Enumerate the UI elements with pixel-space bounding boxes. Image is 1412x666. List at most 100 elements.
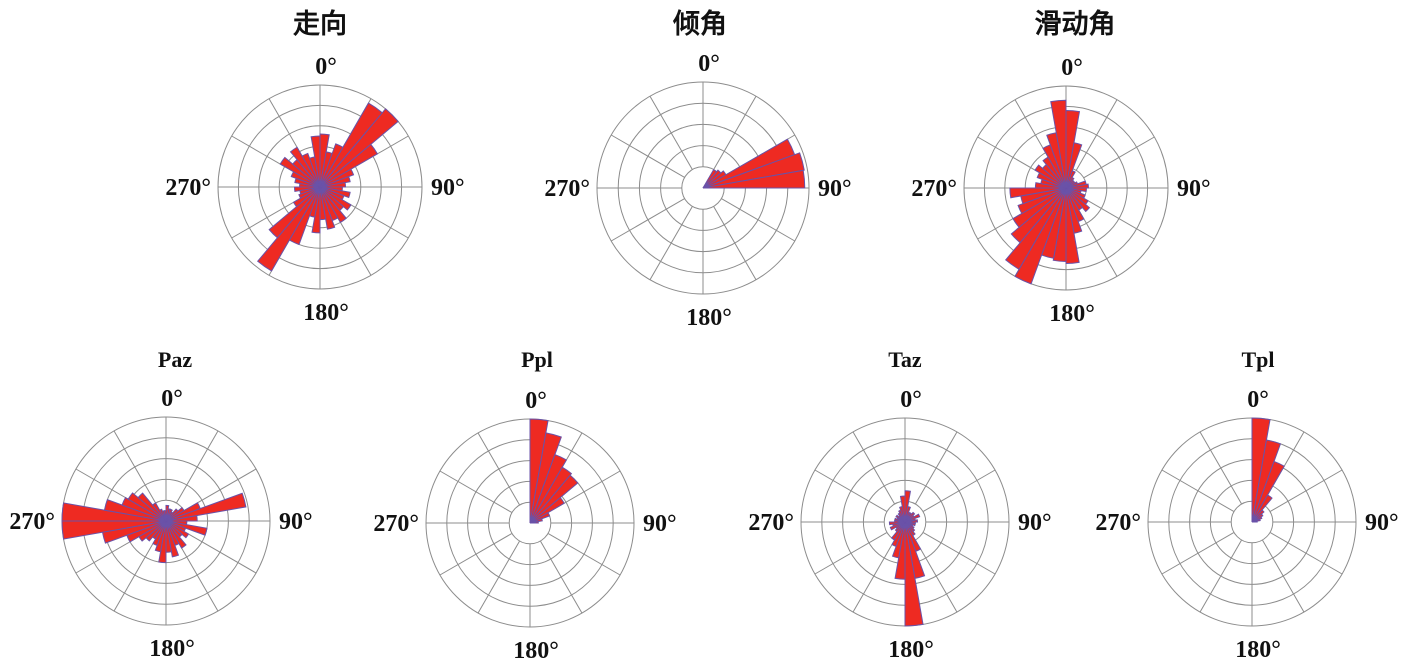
grid-spoke-210 [649, 206, 693, 281]
grid-spoke-240 [439, 532, 513, 576]
grid-spoke-240 [231, 196, 303, 239]
grid-spoke-240 [610, 198, 685, 242]
angle-label-north: 0° [1247, 387, 1269, 413]
grid-spoke-120 [1269, 531, 1343, 575]
chart-title: Tpl [1241, 347, 1274, 372]
grid-spoke-120 [1083, 197, 1155, 240]
angle-label-east: 90° [643, 511, 677, 537]
angle-label-north: 0° [525, 388, 547, 414]
petal-bin-300 [1034, 164, 1067, 189]
angle-label-south: 180° [303, 300, 349, 326]
grid-spoke-150 [713, 206, 757, 281]
grid-spoke-120 [721, 198, 796, 242]
petal-bin-170 [904, 521, 924, 627]
grid-spoke-330 [1199, 431, 1243, 505]
angle-label-south: 180° [1049, 301, 1095, 327]
petal-bin-80 [702, 169, 806, 189]
petal-bin-240 [1017, 187, 1067, 215]
angle-label-east: 90° [1365, 510, 1399, 536]
angle-label-north: 0° [900, 387, 922, 413]
petal-bin-30 [1251, 494, 1273, 523]
petals [702, 138, 806, 189]
petal-bin-170 [1065, 187, 1080, 264]
petal-bin-230 [1012, 187, 1067, 229]
petal-bin-80 [319, 181, 347, 188]
grid-spoke-150 [1261, 539, 1305, 613]
grid-spoke-330 [852, 431, 896, 505]
petals [529, 418, 579, 524]
angle-label-west: 270° [165, 175, 211, 201]
rose-chart-tpl: Tpl 0° 90° 180° 270° [1095, 347, 1398, 663]
chart-title: 滑动角 [1035, 8, 1116, 39]
grid-spoke-240 [1161, 531, 1235, 575]
petals [1251, 417, 1285, 523]
petal-bin-20 [529, 453, 568, 524]
petal-bin-80 [165, 515, 198, 522]
grid-spoke-210 [1199, 539, 1243, 613]
grid-spoke-60 [1269, 469, 1343, 513]
petal-bin-260 [888, 521, 906, 526]
angle-label-south: 180° [1235, 637, 1281, 663]
petal-bin-260 [293, 186, 321, 193]
petal-bin-330 [301, 152, 321, 188]
grid-spoke-30 [914, 431, 958, 505]
angle-label-north: 0° [698, 51, 720, 77]
grid-spoke-300 [610, 134, 685, 178]
angle-label-south: 180° [888, 637, 934, 663]
petal-bin-80 [904, 519, 918, 523]
petal-bin-40 [319, 108, 399, 188]
angle-label-east: 90° [431, 175, 465, 201]
petals [1004, 99, 1091, 285]
grid-spoke-150 [539, 540, 583, 614]
petal-bin-210 [1004, 187, 1067, 270]
grid-spoke-240 [814, 531, 888, 575]
petals [61, 492, 247, 564]
petal-bin-120 [319, 186, 352, 211]
petal-bin-350 [1050, 99, 1067, 189]
angle-label-east: 90° [1018, 510, 1052, 536]
petal-bin-320 [289, 146, 321, 188]
rose-chart-taz: Taz 0° 90° 180° 270° [748, 347, 1051, 663]
grid-spoke-300 [814, 469, 888, 513]
angle-label-west: 270° [373, 511, 419, 537]
petal-bin-70 [319, 175, 351, 188]
angle-label-west: 270° [9, 509, 55, 535]
petal-bin-260 [1009, 187, 1067, 199]
petal-bin-140 [165, 520, 187, 549]
angle-label-east: 90° [818, 176, 852, 202]
grid-spoke-330 [477, 432, 521, 506]
petal-bin-50 [529, 496, 565, 524]
grid-spoke-120 [547, 532, 621, 576]
petal-bin-220 [1010, 187, 1067, 244]
chart-title: 走向 [293, 8, 347, 39]
petal-bin-220 [268, 186, 321, 239]
angle-label-south: 180° [513, 638, 559, 664]
petal-bin-60 [319, 168, 355, 188]
petal-bin-300 [127, 492, 167, 522]
chart-title: Taz [888, 347, 922, 372]
grid-spoke-30 [713, 95, 757, 170]
petal-bin-240 [298, 186, 321, 199]
petal-bin-70 [702, 152, 805, 189]
petal-bin-320 [151, 502, 167, 522]
angle-label-south: 180° [149, 636, 195, 662]
grid-spoke-120 [183, 530, 257, 574]
petal-bin-60 [529, 511, 551, 524]
rose-chart-paz: Paz 0° 90° 180° 270° [9, 347, 312, 662]
grid-spoke-150 [914, 539, 958, 613]
petals [257, 102, 399, 272]
petal-bin-70 [529, 518, 543, 524]
petal-bin-200 [1014, 187, 1067, 285]
angle-label-north: 0° [161, 386, 183, 412]
petal-bin-350 [899, 495, 906, 523]
petal-bin-50 [319, 143, 379, 188]
grid-spoke-300 [1161, 469, 1235, 513]
rose-chart-ppl: Ppl 0° 90° 180° 270° [373, 347, 676, 664]
petal-bin-240 [889, 521, 906, 531]
angle-label-west: 270° [911, 176, 957, 202]
petal-bin-70 [165, 492, 247, 522]
grid-spoke-30 [175, 430, 219, 504]
grid-spoke-30 [1075, 99, 1118, 171]
petal-bin-80 [529, 520, 539, 524]
grid-spoke-60 [922, 469, 996, 513]
